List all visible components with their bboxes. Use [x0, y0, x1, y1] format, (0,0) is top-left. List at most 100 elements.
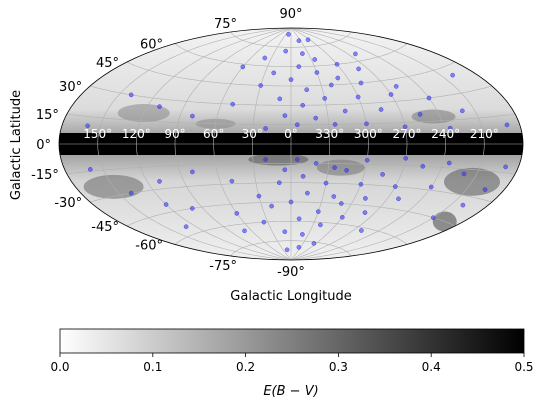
data-point — [461, 171, 467, 177]
colorbar-tick-label: 0.3 — [329, 360, 348, 374]
longitude-tick-label: 120° — [122, 127, 151, 141]
data-point — [446, 160, 452, 166]
latitude-tick-label: -60° — [135, 239, 163, 254]
longitude-gridline — [290, 27, 408, 261]
data-point — [190, 169, 195, 175]
data-point — [504, 122, 510, 128]
latitude-tick-label: -45° — [91, 220, 119, 235]
longitude-gridline — [97, 27, 292, 261]
data-point — [426, 95, 432, 101]
data-point — [230, 101, 236, 107]
data-point — [331, 194, 337, 199]
latitude-tick-label: -90° — [277, 265, 305, 280]
data-point — [304, 87, 310, 93]
latitude-tick-label: 60° — [140, 38, 163, 53]
data-point — [85, 123, 90, 129]
data-point — [286, 32, 291, 37]
longitude-gridline — [251, 27, 292, 261]
data-point — [363, 196, 368, 201]
colorbar-tick-label: 0.1 — [143, 360, 162, 374]
data-point — [282, 229, 288, 235]
data-point — [283, 48, 289, 54]
data-point — [128, 92, 134, 98]
data-point — [482, 187, 488, 192]
map-outline — [58, 27, 524, 261]
data-point — [322, 96, 328, 101]
colorbar-ticks: 0.0 0.1 0.2 0.3 0.4 0.5 — [50, 353, 534, 374]
data-point — [282, 167, 288, 173]
data-point — [262, 55, 268, 61]
data-point — [338, 201, 344, 206]
scatter-points — [85, 32, 510, 253]
colorbar: 0.0 0.1 0.2 0.3 0.4 0.5 E(B − V) — [50, 328, 534, 399]
data-point — [157, 104, 162, 109]
data-point — [403, 155, 409, 161]
data-point — [288, 77, 294, 82]
data-point — [332, 122, 338, 127]
data-point — [334, 61, 340, 67]
data-point — [378, 107, 384, 112]
data-point — [300, 173, 306, 179]
colorbar-tick-label: 0.4 — [422, 360, 441, 374]
data-point — [396, 196, 401, 202]
longitude-tick-labels: 150° 120° 90° 60° 30° 0° 330° 300° 270° 240° 210° — [83, 127, 499, 141]
data-point — [300, 51, 305, 56]
data-point — [417, 112, 423, 117]
graticule — [59, 27, 523, 261]
data-point — [393, 84, 399, 89]
latitude-tick-label: 45° — [96, 56, 119, 71]
colorbar-gradient — [59, 328, 525, 354]
longitude-tick-label: 240° — [431, 127, 460, 141]
data-point — [313, 115, 319, 121]
longitude-tick-label: 150° — [83, 127, 112, 141]
data-point — [296, 216, 302, 222]
data-point — [402, 124, 408, 130]
data-point — [364, 121, 369, 127]
longitude-tick-label: 330° — [315, 127, 344, 141]
latitude-tick-label: 0° — [36, 138, 51, 153]
x-axis-label: Galactic Longitude — [230, 289, 351, 304]
data-point — [294, 157, 300, 162]
data-point — [242, 228, 247, 234]
latitude-tick-label: -15° — [31, 168, 59, 183]
latitude-tick-label: -30° — [54, 196, 82, 211]
longitude-tick-label: 60° — [203, 127, 224, 141]
data-point — [353, 51, 358, 57]
data-point — [362, 210, 368, 215]
data-point — [163, 202, 169, 207]
latitude-tick-labels: 90°75°60°45°30°15°0°-15°-30°-45°-60°-75°… — [31, 7, 305, 280]
colorbar-tick-label: 0.5 — [514, 360, 533, 374]
data-point — [342, 108, 348, 114]
latitude-tick-label: 30° — [59, 80, 82, 95]
data-point — [428, 184, 434, 190]
latitude-tick-label: 90° — [279, 7, 302, 22]
longitude-gridline — [290, 27, 485, 261]
data-point — [271, 70, 277, 76]
longitude-gridline — [290, 27, 447, 261]
data-point — [300, 102, 306, 108]
data-point — [312, 57, 318, 62]
y-axis-label: Galactic Latitude — [9, 90, 24, 200]
data-point — [447, 125, 453, 131]
data-point — [263, 126, 268, 131]
data-point — [277, 96, 283, 102]
data-point — [296, 38, 302, 44]
data-point — [364, 157, 370, 163]
data-point — [318, 222, 323, 228]
data-point — [269, 203, 274, 209]
data-point — [344, 168, 349, 173]
data-point — [323, 180, 329, 186]
data-point — [355, 94, 361, 100]
data-point — [288, 199, 294, 205]
data-point — [450, 72, 455, 78]
data-point — [305, 37, 311, 43]
data-point — [229, 178, 235, 184]
data-point — [313, 161, 319, 166]
data-point — [392, 184, 398, 189]
data-point — [335, 75, 341, 81]
data-point — [314, 70, 320, 75]
longitude-gridline — [290, 27, 331, 261]
longitude-gridline — [174, 27, 292, 261]
data-point — [356, 66, 361, 72]
